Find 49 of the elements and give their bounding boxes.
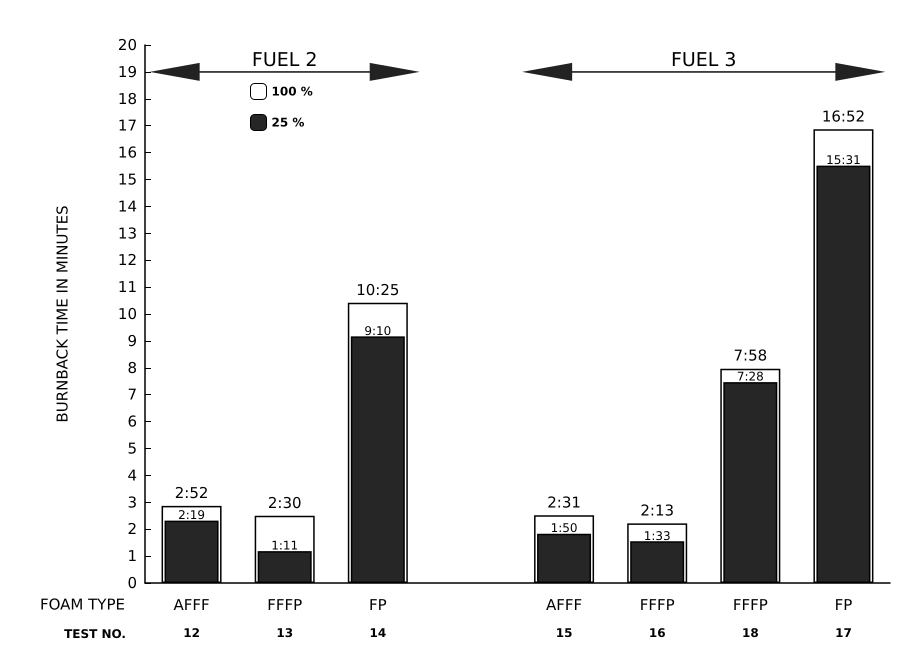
y-tick-label: 12: [118, 251, 137, 270]
data-label: 2:13: [640, 501, 674, 520]
data-label: 9:10: [364, 324, 392, 338]
y-tick-label: 8: [127, 358, 137, 377]
data-label: 16:52: [822, 107, 866, 126]
y-tick-label: 0: [127, 574, 137, 592]
data-label: 7:58: [733, 346, 768, 365]
y-tick-label: 2: [127, 520, 137, 538]
data-label: 2:30: [268, 494, 302, 512]
data-label: 1:11: [271, 538, 298, 553]
x-tick-label: FP 17: [834, 596, 852, 640]
data-label: 15:31: [826, 153, 861, 168]
y-axis-title: BURNBACK TIME IN MINUTES: [54, 205, 72, 423]
text: TEST NO.: [64, 627, 126, 641]
annotation: FUEL 3: [670, 48, 737, 71]
x-tick-label: FFFP 16: [640, 596, 675, 640]
y-tick-label: 16: [118, 144, 137, 162]
x-tick-label: FFFP 13: [267, 596, 302, 640]
data-label: 2:52: [174, 484, 208, 502]
y-tick-label: 20: [118, 36, 137, 54]
x-tick-label: FFFP 18: [732, 596, 768, 640]
data-label: 7:28: [736, 370, 764, 384]
y-tick-label: 4: [127, 466, 137, 484]
legend-label: 100 %: [272, 84, 313, 98]
data-label: 1:33: [644, 528, 671, 543]
y-tick-label: 10: [118, 305, 137, 323]
y-tick-label: 5: [127, 440, 137, 458]
data-label: 1:50: [550, 521, 578, 536]
y-tick-label: 7: [127, 386, 137, 404]
y-tick-label: 6: [127, 412, 137, 431]
x-tick-label: AFFF 15: [546, 596, 582, 640]
y-tick-label: 3: [127, 493, 137, 512]
data-label: 2:31: [547, 493, 581, 512]
y-tick-label: 17: [118, 116, 137, 135]
legend-label: 25 %: [272, 116, 304, 130]
annotation: FUEL 2: [252, 48, 318, 71]
x-tick-label: FP 14: [368, 596, 387, 640]
y-tick-label: 13: [118, 224, 137, 242]
y-tick-label: 9: [127, 332, 137, 350]
y-tick-label: 15: [118, 170, 137, 188]
x-axis-title: FOAM TYPE: [40, 596, 125, 614]
y-tick-label: 14: [118, 197, 137, 216]
y-tick-label: 18: [118, 90, 137, 108]
x-tick-label: AFFF 12: [173, 596, 210, 640]
data-label: 2:19: [178, 508, 206, 522]
y-tick-label: 1: [127, 547, 137, 566]
data-label: 10:25: [356, 280, 400, 299]
y-tick-label: 19: [118, 62, 137, 81]
y-tick-label: 11: [118, 278, 137, 296]
